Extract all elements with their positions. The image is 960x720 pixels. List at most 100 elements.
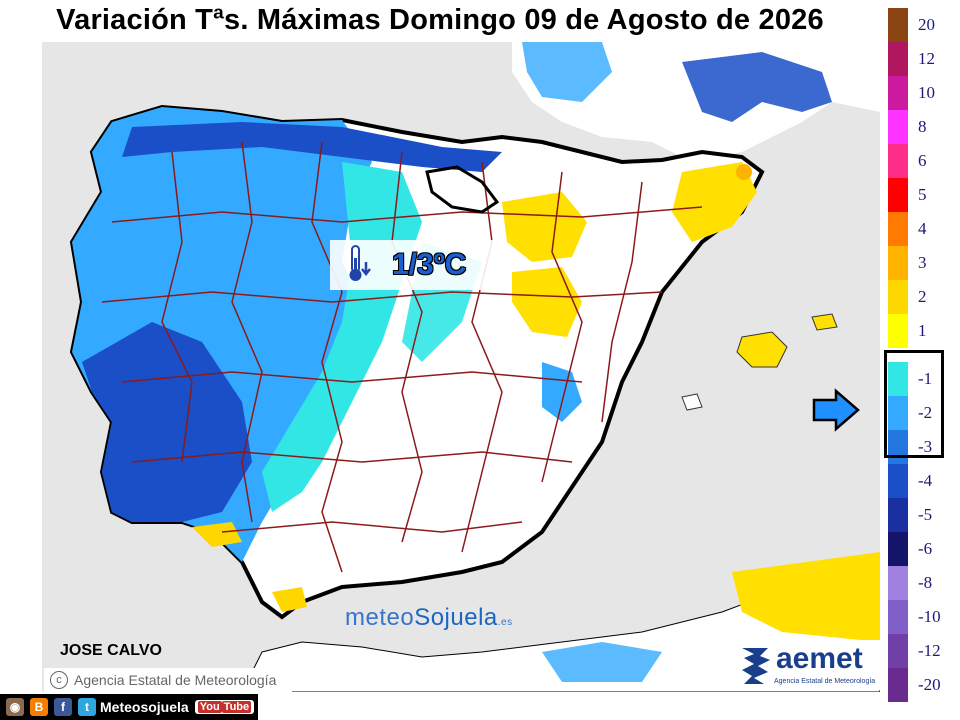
legend-swatch bbox=[888, 464, 908, 498]
legend-swatch bbox=[888, 532, 908, 566]
cadiz-warm-patch bbox=[272, 587, 307, 612]
legend-swatch bbox=[888, 246, 908, 280]
legend-swatch bbox=[888, 76, 908, 110]
twitter-icon[interactable]: t bbox=[78, 698, 96, 716]
blogger-icon[interactable]: B bbox=[30, 698, 48, 716]
legend-label: -8 bbox=[918, 573, 933, 592]
legend-row: -12 bbox=[884, 634, 956, 668]
legend-swatch bbox=[888, 362, 908, 396]
legend-row: 3 bbox=[884, 246, 956, 280]
legend-swatch bbox=[888, 668, 908, 702]
west-cold-core bbox=[82, 322, 252, 522]
legend-swatch bbox=[888, 280, 908, 314]
legend-swatch bbox=[888, 178, 908, 212]
right-arrow-icon bbox=[812, 388, 860, 432]
map-canvas bbox=[42, 42, 880, 692]
legend-row: 6 bbox=[884, 144, 956, 178]
province-borders bbox=[101, 141, 703, 573]
legend-label: 8 bbox=[918, 117, 927, 136]
color-scale-legend: 20 12 10 8 6 5 4 3 2 1 -1 -2 -3 -4 -5 -6 -8 -10 -12 -20 bbox=[884, 8, 956, 702]
legend-row: 2 bbox=[884, 280, 956, 314]
legend-row: 1 bbox=[884, 314, 956, 348]
copyright-icon: c bbox=[50, 671, 68, 689]
legend-swatch bbox=[888, 110, 908, 144]
social-label[interactable]: Meteosojuela bbox=[100, 699, 189, 715]
aemet-logo: aemet Agencia Estatal de Meteorología bbox=[736, 640, 880, 690]
youtube-icon[interactable]: You Tube bbox=[194, 700, 255, 714]
legend-row: 4 bbox=[884, 212, 956, 246]
temperature-change-label: 1/3ºC bbox=[392, 248, 467, 281]
legend-row: 10 bbox=[884, 76, 956, 110]
watermark-part1: meteo bbox=[345, 604, 415, 631]
legend-label: -1 bbox=[918, 369, 933, 388]
aemet-subtitle: Agencia Estatal de Meteorología bbox=[774, 678, 876, 685]
legend-row: -20 bbox=[884, 668, 956, 702]
instagram-icon[interactable]: ◉ bbox=[6, 698, 24, 716]
legend-label: -20 bbox=[918, 675, 941, 694]
catalonia-hot-spot bbox=[736, 164, 752, 180]
author-name: JOSE CALVO bbox=[60, 642, 162, 659]
mallorca bbox=[736, 331, 788, 368]
huelva-warm-patch bbox=[192, 522, 242, 547]
legend-label: 20 bbox=[918, 15, 935, 34]
valencia-cool-patch bbox=[542, 362, 582, 422]
facebook-icon[interactable]: f bbox=[54, 698, 72, 716]
ebro-warm-patch bbox=[502, 192, 587, 262]
legend-swatch bbox=[888, 634, 908, 668]
watermark-suffix: .es bbox=[497, 617, 513, 628]
legend-label: -10 bbox=[918, 607, 941, 626]
legend-row: 20 bbox=[884, 8, 956, 42]
legend-swatch bbox=[888, 314, 908, 348]
youtube-suffix: Tube bbox=[221, 701, 252, 713]
aemet-name: aemet bbox=[776, 642, 863, 675]
legend-label: -2 bbox=[918, 403, 933, 422]
temperature-map bbox=[42, 42, 880, 692]
youtube-prefix: You bbox=[197, 701, 222, 713]
agency-credit-text: Agencia Estatal de Meteorología bbox=[74, 672, 277, 688]
menorca bbox=[811, 313, 838, 331]
legend-highlight-box bbox=[884, 350, 944, 458]
legend-swatch bbox=[888, 396, 908, 430]
legend-row: 5 bbox=[884, 178, 956, 212]
north-cold-band bbox=[122, 122, 502, 172]
north-africa-land bbox=[241, 561, 880, 692]
legend-label: 3 bbox=[918, 253, 927, 272]
legend-row: -1 bbox=[884, 362, 956, 396]
legend-label: 12 bbox=[918, 49, 935, 68]
legend-row: -5 bbox=[884, 498, 956, 532]
legend-label: -3 bbox=[918, 437, 933, 456]
map-title: Variación Tªs. Máximas Domingo 09 de Ago… bbox=[56, 4, 824, 36]
legend-swatch bbox=[888, 566, 908, 600]
legend-label: 6 bbox=[918, 151, 927, 170]
legend-row: -2 bbox=[884, 396, 956, 430]
la-rioja-outline bbox=[425, 165, 500, 214]
legend-swatch bbox=[888, 498, 908, 532]
africa-cool-patch bbox=[542, 642, 662, 682]
legend-row: -10 bbox=[884, 600, 956, 634]
legend-row: -6 bbox=[884, 532, 956, 566]
legend-row: -4 bbox=[884, 464, 956, 498]
algeria-warm-patch bbox=[732, 552, 880, 642]
legend-label: -4 bbox=[918, 471, 933, 490]
legend-label: -5 bbox=[918, 505, 933, 524]
legend-swatch bbox=[888, 600, 908, 634]
legend-label: 5 bbox=[918, 185, 927, 204]
legend-row: -8 bbox=[884, 566, 956, 600]
legend-row: 8 bbox=[884, 110, 956, 144]
france-cool-patch bbox=[522, 42, 612, 102]
aragon-warm-patch bbox=[512, 267, 582, 337]
legend-swatch bbox=[888, 144, 908, 178]
aemet-emblem-icon bbox=[742, 648, 770, 684]
legend-label: -6 bbox=[918, 539, 933, 558]
legend-label: 2 bbox=[918, 287, 927, 306]
legend-label: 1 bbox=[918, 321, 927, 340]
watermark-part2: Sojuela bbox=[414, 604, 498, 631]
legend-label: 4 bbox=[918, 219, 927, 238]
thermometer-down-icon bbox=[349, 245, 371, 281]
legend-swatch bbox=[888, 212, 908, 246]
catalonia-warm-patch bbox=[672, 162, 757, 242]
ibiza bbox=[681, 393, 703, 411]
legend-label: 10 bbox=[918, 83, 935, 102]
legend-row: 12 bbox=[884, 42, 956, 76]
legend-swatch bbox=[888, 42, 908, 76]
